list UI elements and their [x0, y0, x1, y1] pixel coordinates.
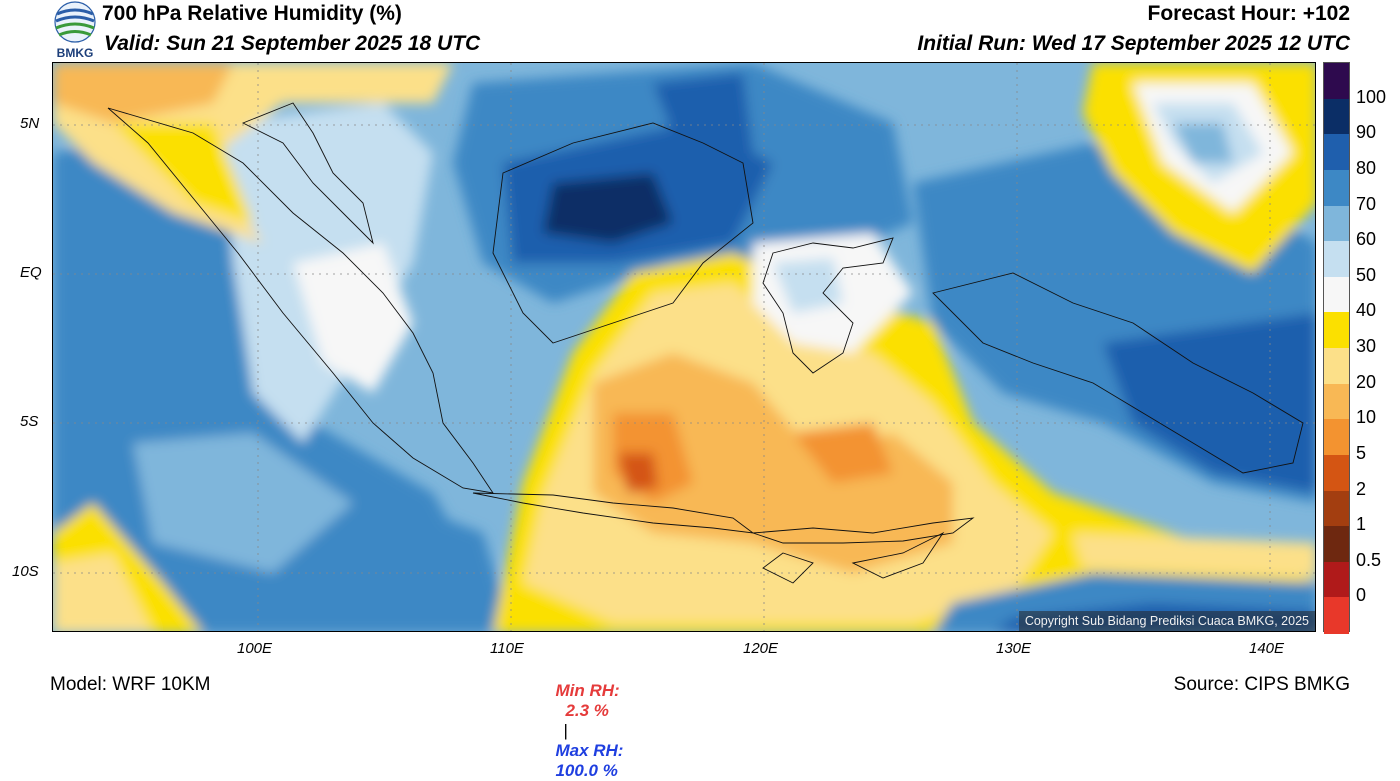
colorbar-swatch [1324, 241, 1349, 278]
colorbar-level-label: 60 [1356, 229, 1377, 250]
colorbar-level-label: 2 [1356, 478, 1367, 499]
bmkg-logo: BMKG [50, 0, 100, 60]
chart-title: 700 hPa Relative Humidity (%) [102, 2, 402, 25]
colorbar-level-label: 50 [1356, 264, 1377, 285]
lon-label-100e: 100E [237, 640, 273, 657]
colorbar-swatch [1324, 205, 1349, 242]
rh-stats: Min RH: 2.3 % | Max RH: 100.0 % [546, 661, 623, 781]
stats-separator: | [563, 721, 568, 740]
source-label: Source: CIPS BMKG [1173, 674, 1350, 695]
colorbar-swatch [1324, 454, 1349, 491]
colorbar-swatch [1324, 383, 1349, 420]
colorbar-level-label: 100 [1356, 86, 1387, 107]
colorbar-swatch [1324, 526, 1349, 563]
humidity-field [53, 63, 1315, 631]
model-label: Model: WRF 10KM [50, 674, 211, 695]
copyright-notice: Copyright Sub Bidang Prediksi Cuaca BMKG… [1018, 611, 1315, 631]
max-rh-value: 100.0 % [555, 761, 618, 780]
colorbar-swatch [1324, 561, 1349, 598]
lon-label-110e: 110E [490, 640, 524, 657]
lon-label-140e: 140E [1249, 640, 1285, 657]
lon-label-120e: 120E [743, 640, 779, 657]
colorbar-swatch [1324, 276, 1349, 313]
colorbar-swatch [1324, 63, 1349, 100]
colorbar-level-label: 90 [1356, 122, 1377, 143]
colorbar-level-label: 80 [1356, 157, 1377, 178]
logo-text: BMKG [56, 46, 94, 60]
coastlines [107, 102, 1304, 584]
humidity-map: Copyright Sub Bidang Prediksi Cuaca BMKG… [52, 62, 1316, 632]
min-rh-value: 2.3 % [565, 701, 609, 720]
colorbar-level-label: 0 [1356, 585, 1367, 606]
lon-label-130e: 130E [996, 640, 1032, 657]
initial-run: Initial Run: Wed 17 September 2025 12 UT… [917, 32, 1350, 55]
colorbar-level-label: 30 [1356, 336, 1377, 356]
map-gridlines [53, 63, 1315, 631]
colorbar [1323, 62, 1350, 634]
colorbar-level-label: 20 [1356, 371, 1377, 392]
colorbar-swatch [1324, 169, 1349, 206]
colorbar-level-label: 5 [1356, 442, 1367, 463]
colorbar-swatch [1324, 134, 1349, 171]
colorbar-swatch [1324, 597, 1349, 634]
lat-label-5s: 5S [20, 413, 39, 430]
lat-label-10s: 10S [12, 563, 39, 580]
colorbar-swatch [1324, 490, 1349, 527]
colorbar-swatch [1324, 312, 1349, 349]
colorbar-level-label: 10 [1356, 407, 1377, 428]
lat-label-eq: EQ [20, 264, 42, 281]
min-rh-label: Min RH: [555, 681, 620, 700]
forecast-hour: Forecast Hour: +102 [1147, 2, 1351, 25]
max-rh-label: Max RH: [555, 741, 624, 760]
valid-time: Valid: Sun 21 September 2025 18 UTC [104, 32, 481, 55]
colorbar-level-label: 40 [1356, 300, 1377, 321]
colorbar-swatch [1324, 419, 1349, 456]
lat-label-5n: 5N [20, 115, 40, 132]
colorbar-swatch [1324, 348, 1349, 385]
colorbar-level-label: 0.5 [1356, 549, 1382, 570]
colorbar-swatch [1324, 98, 1349, 135]
colorbar-level-label: 1 [1356, 514, 1367, 535]
colorbar-level-label: 70 [1356, 193, 1377, 214]
